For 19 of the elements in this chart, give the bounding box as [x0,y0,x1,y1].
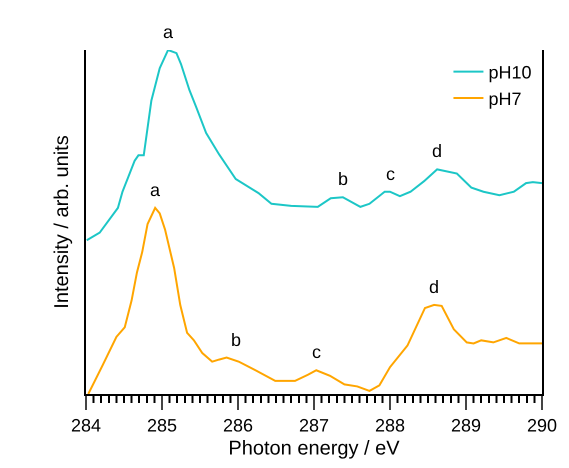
y-axis-title: Intensity / arb. units [51,135,73,309]
annotation: d [429,277,440,297]
x-tick-label: 288 [374,416,406,436]
x-tick-label: 287 [298,416,330,436]
x-tick-label: 285 [146,416,178,436]
annotation: c [312,342,321,362]
x-tick-label: 290 [526,416,558,436]
x-tick-label: 286 [222,416,254,436]
x-axis-title: Photon energy / eV [228,438,400,460]
legend-label: pH7 [488,89,522,110]
annotation: b [338,169,348,189]
annotation: b [231,330,242,350]
annotation: d [432,141,442,161]
x-tick-label: 289 [450,416,482,436]
annotation: a [163,22,174,42]
annotation: c [386,164,395,184]
legend-label: pH10 [488,62,532,83]
x-tick-label: 284 [70,416,102,436]
annotation: a [150,180,161,200]
